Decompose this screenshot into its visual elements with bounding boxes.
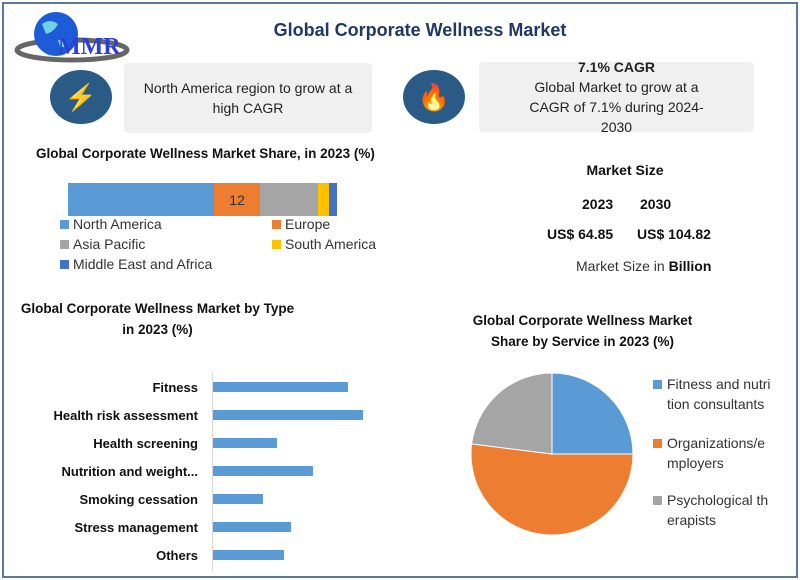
- legend-item: Europe: [272, 216, 330, 232]
- type-category-label: Others: [156, 548, 198, 563]
- legend-swatch: [272, 239, 281, 249]
- legend-swatch: [60, 239, 69, 249]
- stack-segment-asia-pacific: [260, 183, 318, 216]
- year-2030: 2030: [640, 196, 672, 212]
- type-category-label: Smoking cessation: [79, 492, 198, 507]
- type-category-label: Nutrition and weight...: [61, 464, 199, 479]
- legend-swatch: [653, 496, 662, 505]
- value-2030: US$ 104.82: [637, 226, 711, 242]
- legend-swatch: [60, 219, 69, 229]
- legend-label: Fitness and nutrition consultants: [667, 376, 771, 412]
- market-size-heading: Market Size: [586, 162, 664, 178]
- type-axis-line: [212, 372, 213, 572]
- stack-segment-middle-east-and-africa: [329, 183, 337, 216]
- type-bar: [213, 522, 291, 532]
- type-category-label: Health screening: [93, 436, 198, 451]
- legend-label: South America: [285, 236, 377, 252]
- region-card: North America region to grow at a high C…: [124, 63, 372, 133]
- note-unit: Billion: [668, 258, 712, 274]
- cagr-card: 7.1% CAGR Global Market to grow at a CAG…: [479, 59, 754, 135]
- legend-item: Asia Pacific: [60, 236, 145, 252]
- legend-label: Middle East and Africa: [73, 256, 213, 272]
- stack-segment-south-america: [317, 183, 330, 216]
- type-bar: [213, 466, 313, 476]
- pie-slice: [551, 372, 634, 455]
- legend-item: North America: [60, 216, 162, 232]
- legend-swatch: [60, 259, 69, 269]
- legend-label: Europe: [285, 216, 331, 232]
- legend-swatch: [272, 219, 281, 229]
- stack-segment-europe: 12: [214, 183, 261, 216]
- region-stacked-bar: 12: [68, 183, 337, 216]
- type-category-label: Fitness: [152, 380, 198, 395]
- logo-text: MMR: [58, 34, 121, 60]
- region-card-text: North America region to grow at a high C…: [143, 80, 353, 116]
- legend-item: Middle East and Africa: [60, 256, 212, 272]
- type-bar: [213, 550, 285, 560]
- type-category-label: Health risk assessment: [53, 408, 198, 423]
- mmr-logo: [14, 12, 130, 63]
- pie-slice: [470, 443, 634, 536]
- type-chart-title: Global Corporate Wellness Market by Type…: [20, 301, 295, 337]
- type-bar: [213, 382, 348, 392]
- pie-legend-item: Organizations/employers: [653, 433, 773, 473]
- market-size-note: Market Size in Billion: [576, 258, 711, 274]
- legend-label: Organizations/employers: [667, 435, 766, 471]
- legend-swatch: [653, 439, 662, 448]
- value-2023: US$ 64.85: [547, 226, 614, 242]
- cagr-text: Global Market to grow at a CAGR of 7.1% …: [529, 79, 704, 135]
- legend-swatch: [653, 380, 662, 389]
- legend-label: Psychological therapists: [667, 492, 769, 528]
- stack-segment-north-america: [68, 183, 215, 216]
- legend-label: North America: [73, 216, 162, 232]
- pie-slice: [471, 372, 553, 455]
- pie-legend-item: Fitness and nutrition consultants: [653, 374, 773, 414]
- type-bar: [213, 438, 277, 448]
- pie-legend-item: Psychological therapists: [653, 490, 773, 530]
- flame-icon: 🔥: [403, 70, 465, 124]
- legend-item: South America: [272, 236, 376, 252]
- cagr-heading: 7.1% CAGR: [577, 59, 656, 75]
- page-title: Global Corporate Wellness Market: [273, 20, 567, 40]
- type-category-label: Stress management: [74, 520, 198, 535]
- service-pie: [470, 372, 634, 536]
- region-chart-title: Global Corporate Wellness Market Share, …: [36, 146, 375, 161]
- type-bar: [213, 410, 363, 420]
- service-chart-title: Global Corporate Wellness Market Share b…: [472, 313, 693, 349]
- type-bar: [213, 494, 264, 504]
- legend-label: Asia Pacific: [73, 236, 146, 252]
- lightning-icon: ⚡: [50, 70, 112, 124]
- stack-data-label: 12: [229, 191, 245, 208]
- year-2023: 2023: [582, 196, 614, 212]
- note-prefix: Market Size in: [576, 258, 669, 274]
